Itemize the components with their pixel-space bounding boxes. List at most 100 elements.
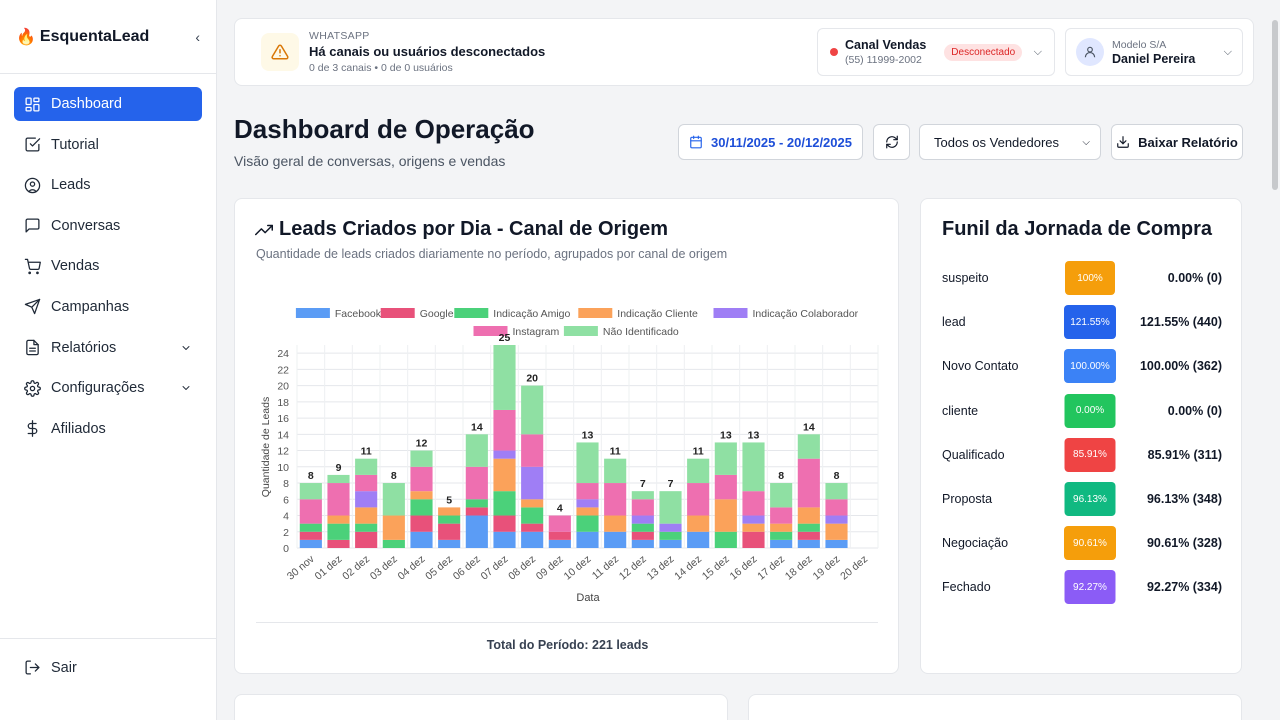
bar-total-label: 12 [416,438,428,450]
sidebar-item-leads[interactable]: Leads [14,168,202,202]
bar-segment [687,531,710,548]
bar-segment [770,507,793,524]
bar-segment [576,483,599,500]
bar-segment [299,531,322,540]
x-tick-label: 05 dez [423,553,455,582]
x-tick-label: 10 dez [562,553,594,582]
alert-title: Há canais ou usuários desconectados [309,44,546,59]
sidebar-item-vendas[interactable]: Vendas [14,249,202,283]
bar-segment [410,515,433,532]
bar-segment [438,539,461,548]
sidebar-item-configuracoes[interactable]: Configurações [14,371,202,405]
bar-segment [493,345,516,410]
bar-segment [825,515,848,524]
bar-segment [714,474,737,500]
scrollbar[interactable] [1270,0,1280,720]
sidebar-nav: Dashboard Tutorial Leads Conversas Venda… [0,74,216,465]
bar-total-label: 7 [640,478,646,490]
bar-segment [410,499,433,516]
funnel-row: Proposta 96.13% 96.13% (348) [942,482,1222,516]
bar-segment [797,507,820,524]
funnel-bar: 100.00% [1064,349,1116,384]
bar-segment [576,531,599,548]
refresh-icon [885,135,898,149]
bottom-card-left [234,694,728,720]
funnel-value: 92.27% (334) [1146,580,1222,595]
bar-segment [742,523,765,532]
bar-segment [521,466,544,500]
y-tick-label: 12 [277,446,289,458]
bar-segment [687,458,710,484]
y-tick-label: 24 [277,348,289,360]
bar-total-label: 8 [308,470,314,482]
bar-segment [521,523,544,532]
bar-total-label: 4 [557,503,563,515]
company-name: Modelo S/A [1112,38,1167,51]
bar-segment [355,531,378,548]
chevron-down-icon [182,386,190,391]
bar-segment [631,539,654,548]
leads-stacked-bar-chart: Facebook Google Indicação Amigo Indicação C… [260,308,879,604]
bar-segment [410,491,433,500]
refresh-button[interactable] [873,124,910,160]
bar-segment [631,491,654,500]
y-tick-label: 8 [283,478,289,490]
cart-icon [24,258,41,275]
x-tick-label: 04 dez [396,553,428,582]
bar-segment [493,491,516,516]
collapse-sidebar-icon[interactable]: ‹ [195,28,200,45]
dollar-icon [27,420,38,438]
funnel-stage-label: Fechado [942,580,991,595]
user-menu[interactable]: Modelo S/A Daniel Pereira ⌵ [1065,28,1243,76]
y-tick-label: 22 [277,364,289,376]
funnel-card: Funil da Jornada de Compra suspeito 100% 0… [920,198,1242,674]
report-icon [26,339,39,356]
x-tick-label: 20 dez [838,553,870,582]
sidebar-item-dashboard[interactable]: Dashboard [14,87,202,121]
logout-button[interactable]: Sair [24,659,192,676]
alert-subtitle: 0 de 3 canais • 0 de 0 usuários [309,62,453,74]
bar-segment [825,499,848,516]
bar-total-label: 11 [693,446,704,458]
sidebar-item-conversas[interactable]: Conversas [14,209,202,243]
connection-alert: WHATSAPP Há canais ou usuários desconect… [309,30,545,74]
sidebar-item-relatorios[interactable]: Relatórios [14,331,202,365]
channel-selector[interactable]: Canal Vendas (55) 11999-2002 Desconectad… [817,28,1055,76]
chart-total: Total do Período: 221 leads [486,638,649,652]
bar-segment [299,483,322,500]
bar-segment [548,539,571,548]
bar-total-label: 13 [748,429,760,441]
funnel-stage-label: cliente [942,403,979,418]
bar-total-label: 13 [720,429,732,441]
channel-phone: (55) 11999-2002 [845,54,922,66]
bar-segment [770,523,793,532]
bar-segment [299,523,322,532]
bar-segment [659,523,682,532]
download-report-button[interactable]: Baixar Relatório [1111,124,1243,160]
logout-icon [25,660,40,675]
y-tick-label: 14 [277,429,289,441]
x-tick-label: 17 dez [755,553,787,582]
bar-segment [742,515,765,524]
y-tick-label: 2 [283,527,289,539]
status-dot [830,48,838,56]
date-range-button[interactable]: 30/11/2025 - 20/12/2025 [678,124,863,160]
bar-segment [659,491,682,524]
bar-segment [493,450,516,459]
bar-segment [521,385,544,435]
sidebar-item-afiliados[interactable]: Afiliados [14,412,202,446]
bar-segment [770,483,793,508]
seller-select[interactable]: Todos os Vendedores ⌵ [919,124,1101,160]
sidebar-item-campanhas[interactable]: Campanhas [14,290,202,324]
sidebar-item-tutorial[interactable]: Tutorial [14,128,202,162]
funnel-value: 0.00% (0) [1167,271,1222,285]
bar-segment [493,458,516,492]
brand-name: EsquentaLead [39,27,150,45]
legend-swatch [473,326,508,336]
bar-segment [327,523,350,540]
funnel-value: 100.00% (362) [1139,359,1222,374]
leads-chart-card: Leads Criados por Dia - Canal de Origem … [234,198,899,674]
bar-segment [521,499,544,508]
sidebar-item-label: Relatórios [51,339,117,356]
scrollbar-thumb[interactable] [1272,20,1278,190]
